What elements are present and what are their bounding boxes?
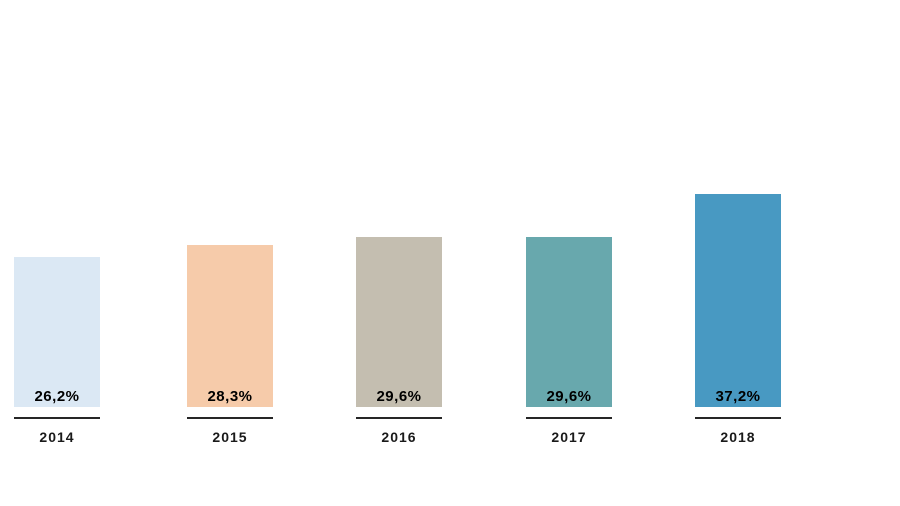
bar-track: 37,2%	[695, 0, 781, 407]
category-label-2014: 2014	[39, 429, 75, 445]
bar-2014: 26,2%	[14, 257, 100, 407]
category-label-2017: 2017	[551, 429, 587, 445]
chart-column-2015: 28,3% 2015	[187, 0, 273, 445]
category-label-2018: 2018	[720, 429, 756, 445]
bar-value-label: 29,6%	[546, 388, 592, 405]
chart-column-2014: 26,2% 2014	[14, 0, 100, 445]
axis-tick-line	[14, 417, 100, 419]
category-label-2015: 2015	[212, 429, 248, 445]
bar-value-label: 26,2%	[34, 388, 80, 405]
chart-column-2018: 37,2% 2018	[695, 0, 781, 445]
axis-tick-line	[356, 417, 442, 419]
bar-value-label: 29,6%	[376, 388, 422, 405]
bar-value-label: 37,2%	[715, 388, 761, 405]
bar-track: 29,6%	[356, 0, 442, 407]
bar-value-label: 28,3%	[207, 388, 253, 405]
bar-track: 26,2%	[14, 0, 100, 407]
category-label-2016: 2016	[381, 429, 417, 445]
axis-tick-line	[526, 417, 612, 419]
axis-tick-line	[695, 417, 781, 419]
bar-track: 28,3%	[187, 0, 273, 407]
chart-column-2016: 29,6% 2016	[356, 0, 442, 445]
bar-2016: 29,6%	[356, 237, 442, 407]
bar-2015: 28,3%	[187, 245, 273, 407]
axis-tick-line	[187, 417, 273, 419]
bar-2017: 29,6%	[526, 237, 612, 407]
bar-track: 29,6%	[526, 0, 612, 407]
bar-2018: 37,2%	[695, 194, 781, 407]
chart-column-2017: 29,6% 2017	[526, 0, 612, 445]
